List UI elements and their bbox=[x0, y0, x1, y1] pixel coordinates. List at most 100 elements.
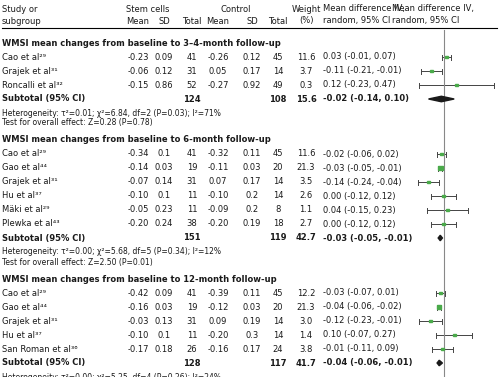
Text: -0.03 (-0.07, 0.01): -0.03 (-0.07, 0.01) bbox=[323, 288, 399, 297]
Text: 0.04 (-0.15, 0.23): 0.04 (-0.15, 0.23) bbox=[323, 205, 396, 215]
Text: 0.09: 0.09 bbox=[155, 52, 173, 61]
Text: -0.17: -0.17 bbox=[127, 345, 149, 354]
Bar bbox=[441, 348, 444, 350]
Text: 41: 41 bbox=[187, 150, 197, 158]
Text: 0.86: 0.86 bbox=[154, 81, 174, 89]
Text: WMSI mean changes from baseline to 3–4-month follow-up: WMSI mean changes from baseline to 3–4-m… bbox=[2, 38, 281, 48]
Text: Grajek et al³¹: Grajek et al³¹ bbox=[2, 66, 58, 75]
Text: -0.34: -0.34 bbox=[127, 150, 149, 158]
Text: 3.5: 3.5 bbox=[300, 178, 312, 187]
Text: 0.05: 0.05 bbox=[209, 66, 227, 75]
Text: 11: 11 bbox=[187, 205, 197, 215]
Text: 0.11: 0.11 bbox=[243, 288, 261, 297]
Text: 0.17: 0.17 bbox=[243, 178, 261, 187]
Text: Cao et al²⁹: Cao et al²⁹ bbox=[2, 288, 46, 297]
Text: Weight: Weight bbox=[292, 5, 320, 14]
Polygon shape bbox=[437, 360, 442, 366]
Text: -0.11: -0.11 bbox=[208, 164, 229, 173]
Text: 8: 8 bbox=[276, 205, 280, 215]
Text: 26: 26 bbox=[186, 345, 198, 354]
Bar bbox=[427, 181, 430, 183]
Text: -0.01 (-0.11, 0.09): -0.01 (-0.11, 0.09) bbox=[323, 345, 398, 354]
Text: Subtotal (95% CI): Subtotal (95% CI) bbox=[2, 95, 85, 104]
Text: 0.12: 0.12 bbox=[155, 66, 173, 75]
Text: Cao et al²⁹: Cao et al²⁹ bbox=[2, 52, 46, 61]
Text: -0.39: -0.39 bbox=[208, 288, 229, 297]
Text: 24: 24 bbox=[273, 345, 283, 354]
Text: 12.2: 12.2 bbox=[297, 288, 315, 297]
Text: Hu et al³⁷: Hu et al³⁷ bbox=[2, 192, 42, 201]
Text: 3.7: 3.7 bbox=[300, 66, 312, 75]
Bar bbox=[442, 195, 445, 198]
Text: 14: 14 bbox=[273, 331, 283, 340]
Text: -0.14 (-0.24, -0.04): -0.14 (-0.24, -0.04) bbox=[323, 178, 402, 187]
Text: 2.6: 2.6 bbox=[300, 192, 312, 201]
Text: 14: 14 bbox=[273, 317, 283, 325]
Text: -0.10: -0.10 bbox=[128, 192, 148, 201]
Text: 0.92: 0.92 bbox=[243, 81, 261, 89]
Text: 124: 124 bbox=[183, 95, 201, 104]
Text: -0.12 (-0.23, -0.01): -0.12 (-0.23, -0.01) bbox=[323, 317, 402, 325]
Text: 31: 31 bbox=[186, 66, 198, 75]
Text: -0.06: -0.06 bbox=[127, 66, 149, 75]
Text: 0.1: 0.1 bbox=[158, 150, 170, 158]
Text: 31: 31 bbox=[186, 178, 198, 187]
Text: Mean difference IV,: Mean difference IV, bbox=[323, 5, 405, 14]
Text: Mean difference IV,: Mean difference IV, bbox=[392, 5, 474, 14]
Text: 11: 11 bbox=[187, 331, 197, 340]
Text: 0.10 (-0.07, 0.27): 0.10 (-0.07, 0.27) bbox=[323, 331, 396, 340]
Bar bbox=[446, 208, 449, 211]
Text: 0.09: 0.09 bbox=[155, 288, 173, 297]
Text: Study or: Study or bbox=[2, 5, 38, 14]
Text: 0.07: 0.07 bbox=[209, 178, 227, 187]
Text: 14: 14 bbox=[273, 178, 283, 187]
Text: 19: 19 bbox=[187, 164, 197, 173]
Text: 151: 151 bbox=[183, 233, 201, 242]
Text: 41: 41 bbox=[187, 288, 197, 297]
Text: Gao et al⁴⁴: Gao et al⁴⁴ bbox=[2, 302, 47, 311]
Text: 0.11: 0.11 bbox=[243, 150, 261, 158]
Text: 0.23: 0.23 bbox=[155, 205, 174, 215]
Text: Grajek et al³¹: Grajek et al³¹ bbox=[2, 178, 58, 187]
Text: -0.10: -0.10 bbox=[208, 192, 229, 201]
Text: -0.32: -0.32 bbox=[208, 150, 229, 158]
Text: -0.14: -0.14 bbox=[128, 164, 148, 173]
Text: 0.14: 0.14 bbox=[155, 178, 173, 187]
Text: Grajek et al³¹: Grajek et al³¹ bbox=[2, 317, 58, 325]
Bar bbox=[446, 55, 448, 58]
Text: 3.0: 3.0 bbox=[300, 317, 312, 325]
Bar bbox=[455, 84, 458, 86]
Text: Heterogeneity: τ²=0.00; χ²=5.25, df=4 (P=0.26); I²=24%: Heterogeneity: τ²=0.00; χ²=5.25, df=4 (P… bbox=[2, 372, 221, 377]
Text: -0.02 (-0.06, 0.02): -0.02 (-0.06, 0.02) bbox=[323, 150, 398, 158]
Text: -0.23: -0.23 bbox=[127, 52, 149, 61]
Text: 0.12 (-0.23, 0.47): 0.12 (-0.23, 0.47) bbox=[323, 81, 396, 89]
Text: 11.6: 11.6 bbox=[297, 150, 316, 158]
Text: 1.1: 1.1 bbox=[300, 205, 312, 215]
Text: 14: 14 bbox=[273, 192, 283, 201]
Text: 45: 45 bbox=[273, 150, 283, 158]
Text: 11.6: 11.6 bbox=[297, 52, 316, 61]
Text: 0.3: 0.3 bbox=[246, 331, 258, 340]
Text: 0.03: 0.03 bbox=[155, 164, 174, 173]
Text: random, 95% CI: random, 95% CI bbox=[392, 17, 460, 26]
Text: -0.03: -0.03 bbox=[127, 317, 149, 325]
Text: 1.4: 1.4 bbox=[300, 331, 312, 340]
Text: -0.27: -0.27 bbox=[208, 81, 229, 89]
Text: 0.17: 0.17 bbox=[243, 66, 261, 75]
Text: 45: 45 bbox=[273, 52, 283, 61]
Text: 2.7: 2.7 bbox=[300, 219, 312, 228]
Bar bbox=[453, 334, 456, 336]
Text: (%): (%) bbox=[299, 17, 313, 26]
Text: WMSI mean changes from baseline to 6-month follow-up: WMSI mean changes from baseline to 6-mon… bbox=[2, 135, 271, 144]
Text: WMSI mean changes from baseline to 12-month follow-up: WMSI mean changes from baseline to 12-mo… bbox=[2, 274, 276, 284]
Text: 0.18: 0.18 bbox=[155, 345, 174, 354]
Text: 3.8: 3.8 bbox=[300, 345, 312, 354]
Text: -0.09: -0.09 bbox=[208, 205, 229, 215]
Text: 21.3: 21.3 bbox=[297, 302, 316, 311]
Text: 0.03: 0.03 bbox=[155, 302, 174, 311]
Text: -0.07: -0.07 bbox=[127, 178, 149, 187]
Text: 0.2: 0.2 bbox=[246, 205, 258, 215]
Text: 128: 128 bbox=[183, 359, 201, 368]
Bar bbox=[438, 166, 442, 170]
Text: Control: Control bbox=[221, 5, 252, 14]
